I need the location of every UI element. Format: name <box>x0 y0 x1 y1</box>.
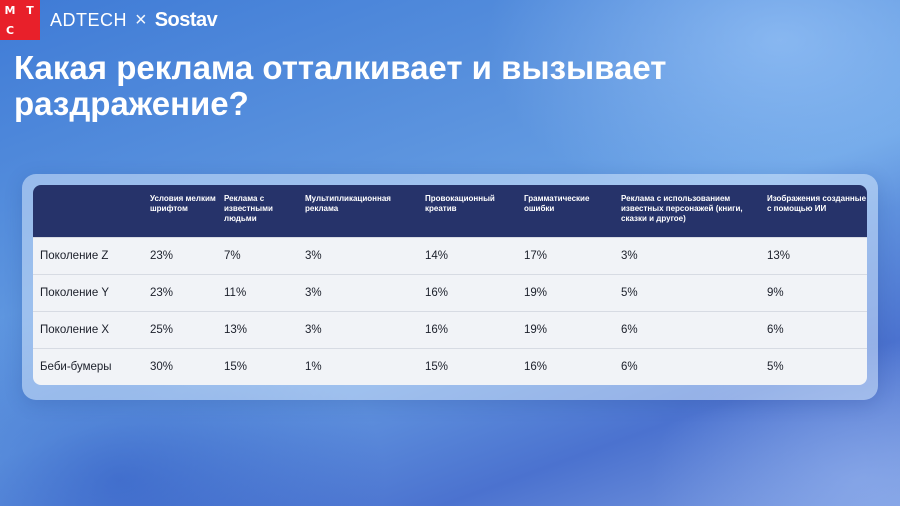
row-label: Беби-бумеры <box>40 361 112 373</box>
header-cell-animated: Мультипликационная реклама <box>305 194 391 213</box>
table-cell: 25% <box>150 324 174 336</box>
logo-letter-1: М <box>4 3 16 17</box>
table-row: Поколение X 25% 13% 3% 16% 19% 6% 6% <box>33 311 867 348</box>
table-cell: 11% <box>224 287 247 299</box>
table-header: Условия мелким шрифтом Реклама с известн… <box>33 185 867 237</box>
table-row: Беби-бумеры 30% 15% 1% 15% 16% 6% 5% <box>33 348 867 385</box>
logo-letter-4 <box>20 20 40 40</box>
logo-letter-3: С <box>5 23 15 37</box>
page-title: Какая реклама отталкивает и вызывает раз… <box>14 49 667 122</box>
table-cell: 13% <box>224 324 248 336</box>
table-row: Поколение Y 23% 11% 3% 16% 19% 5% 9% <box>33 274 867 311</box>
adtech-wordmark: ADTECH <box>50 9 128 30</box>
row-label: Поколение Y <box>40 287 110 299</box>
header-cell-empty <box>33 185 150 237</box>
table-cell: 5% <box>621 287 638 299</box>
table-cell: 3% <box>621 250 638 262</box>
table-cell: 15% <box>224 361 248 373</box>
table-cell: 6% <box>621 361 638 373</box>
header-cell-fine-print: Условия мелким шрифтом <box>150 194 216 213</box>
table-cell: 23% <box>150 287 174 299</box>
table-cell: 13% <box>767 250 791 262</box>
table-cell: 30% <box>150 361 174 373</box>
table-cell: 7% <box>224 250 241 262</box>
table-cell: 5% <box>767 361 784 373</box>
table-cell: 16% <box>425 287 449 299</box>
table-cell: 6% <box>767 324 784 336</box>
table-cell: 19% <box>524 287 548 299</box>
survey-table: Условия мелким шрифтом Реклама с известн… <box>33 185 867 385</box>
table-cell: 16% <box>524 361 548 373</box>
brand-header: ADTECH × Sostav <box>50 8 218 32</box>
table-cell: 6% <box>621 324 638 336</box>
table-cell: 23% <box>150 250 174 262</box>
table-cell: 3% <box>305 250 322 262</box>
table-cell: 19% <box>524 324 548 336</box>
header-cell-provocative: Провокационный креатив <box>425 194 495 213</box>
header-cell-ai-images: Изображения созданные с помощью ИИ <box>767 194 867 213</box>
table-cell: 3% <box>305 287 322 299</box>
header-cell-grammar: Грамматические ошибки <box>524 194 590 213</box>
mts-logo: М Т С <box>0 0 40 40</box>
table-cell: 14% <box>425 250 449 262</box>
table-cell: 3% <box>305 324 322 336</box>
times-icon: × <box>135 8 147 31</box>
sostav-wordmark: Sostav <box>154 8 218 31</box>
table-row: Поколение Z 23% 7% 3% 14% 17% 3% 13% <box>33 237 867 274</box>
row-label: Поколение X <box>40 324 110 336</box>
logo-letter-2: Т <box>26 3 34 17</box>
table-cell: 15% <box>425 361 449 373</box>
row-label: Поколение Z <box>40 250 109 262</box>
table-cell: 9% <box>767 287 784 299</box>
table-cell: 16% <box>425 324 449 336</box>
header-cell-characters: Реклама с использованием известных персо… <box>621 194 743 223</box>
table-cell: 1% <box>305 361 322 373</box>
table-cell: 17% <box>524 250 548 262</box>
header-cell-celebrities: Реклама с известными людьми <box>224 194 273 223</box>
